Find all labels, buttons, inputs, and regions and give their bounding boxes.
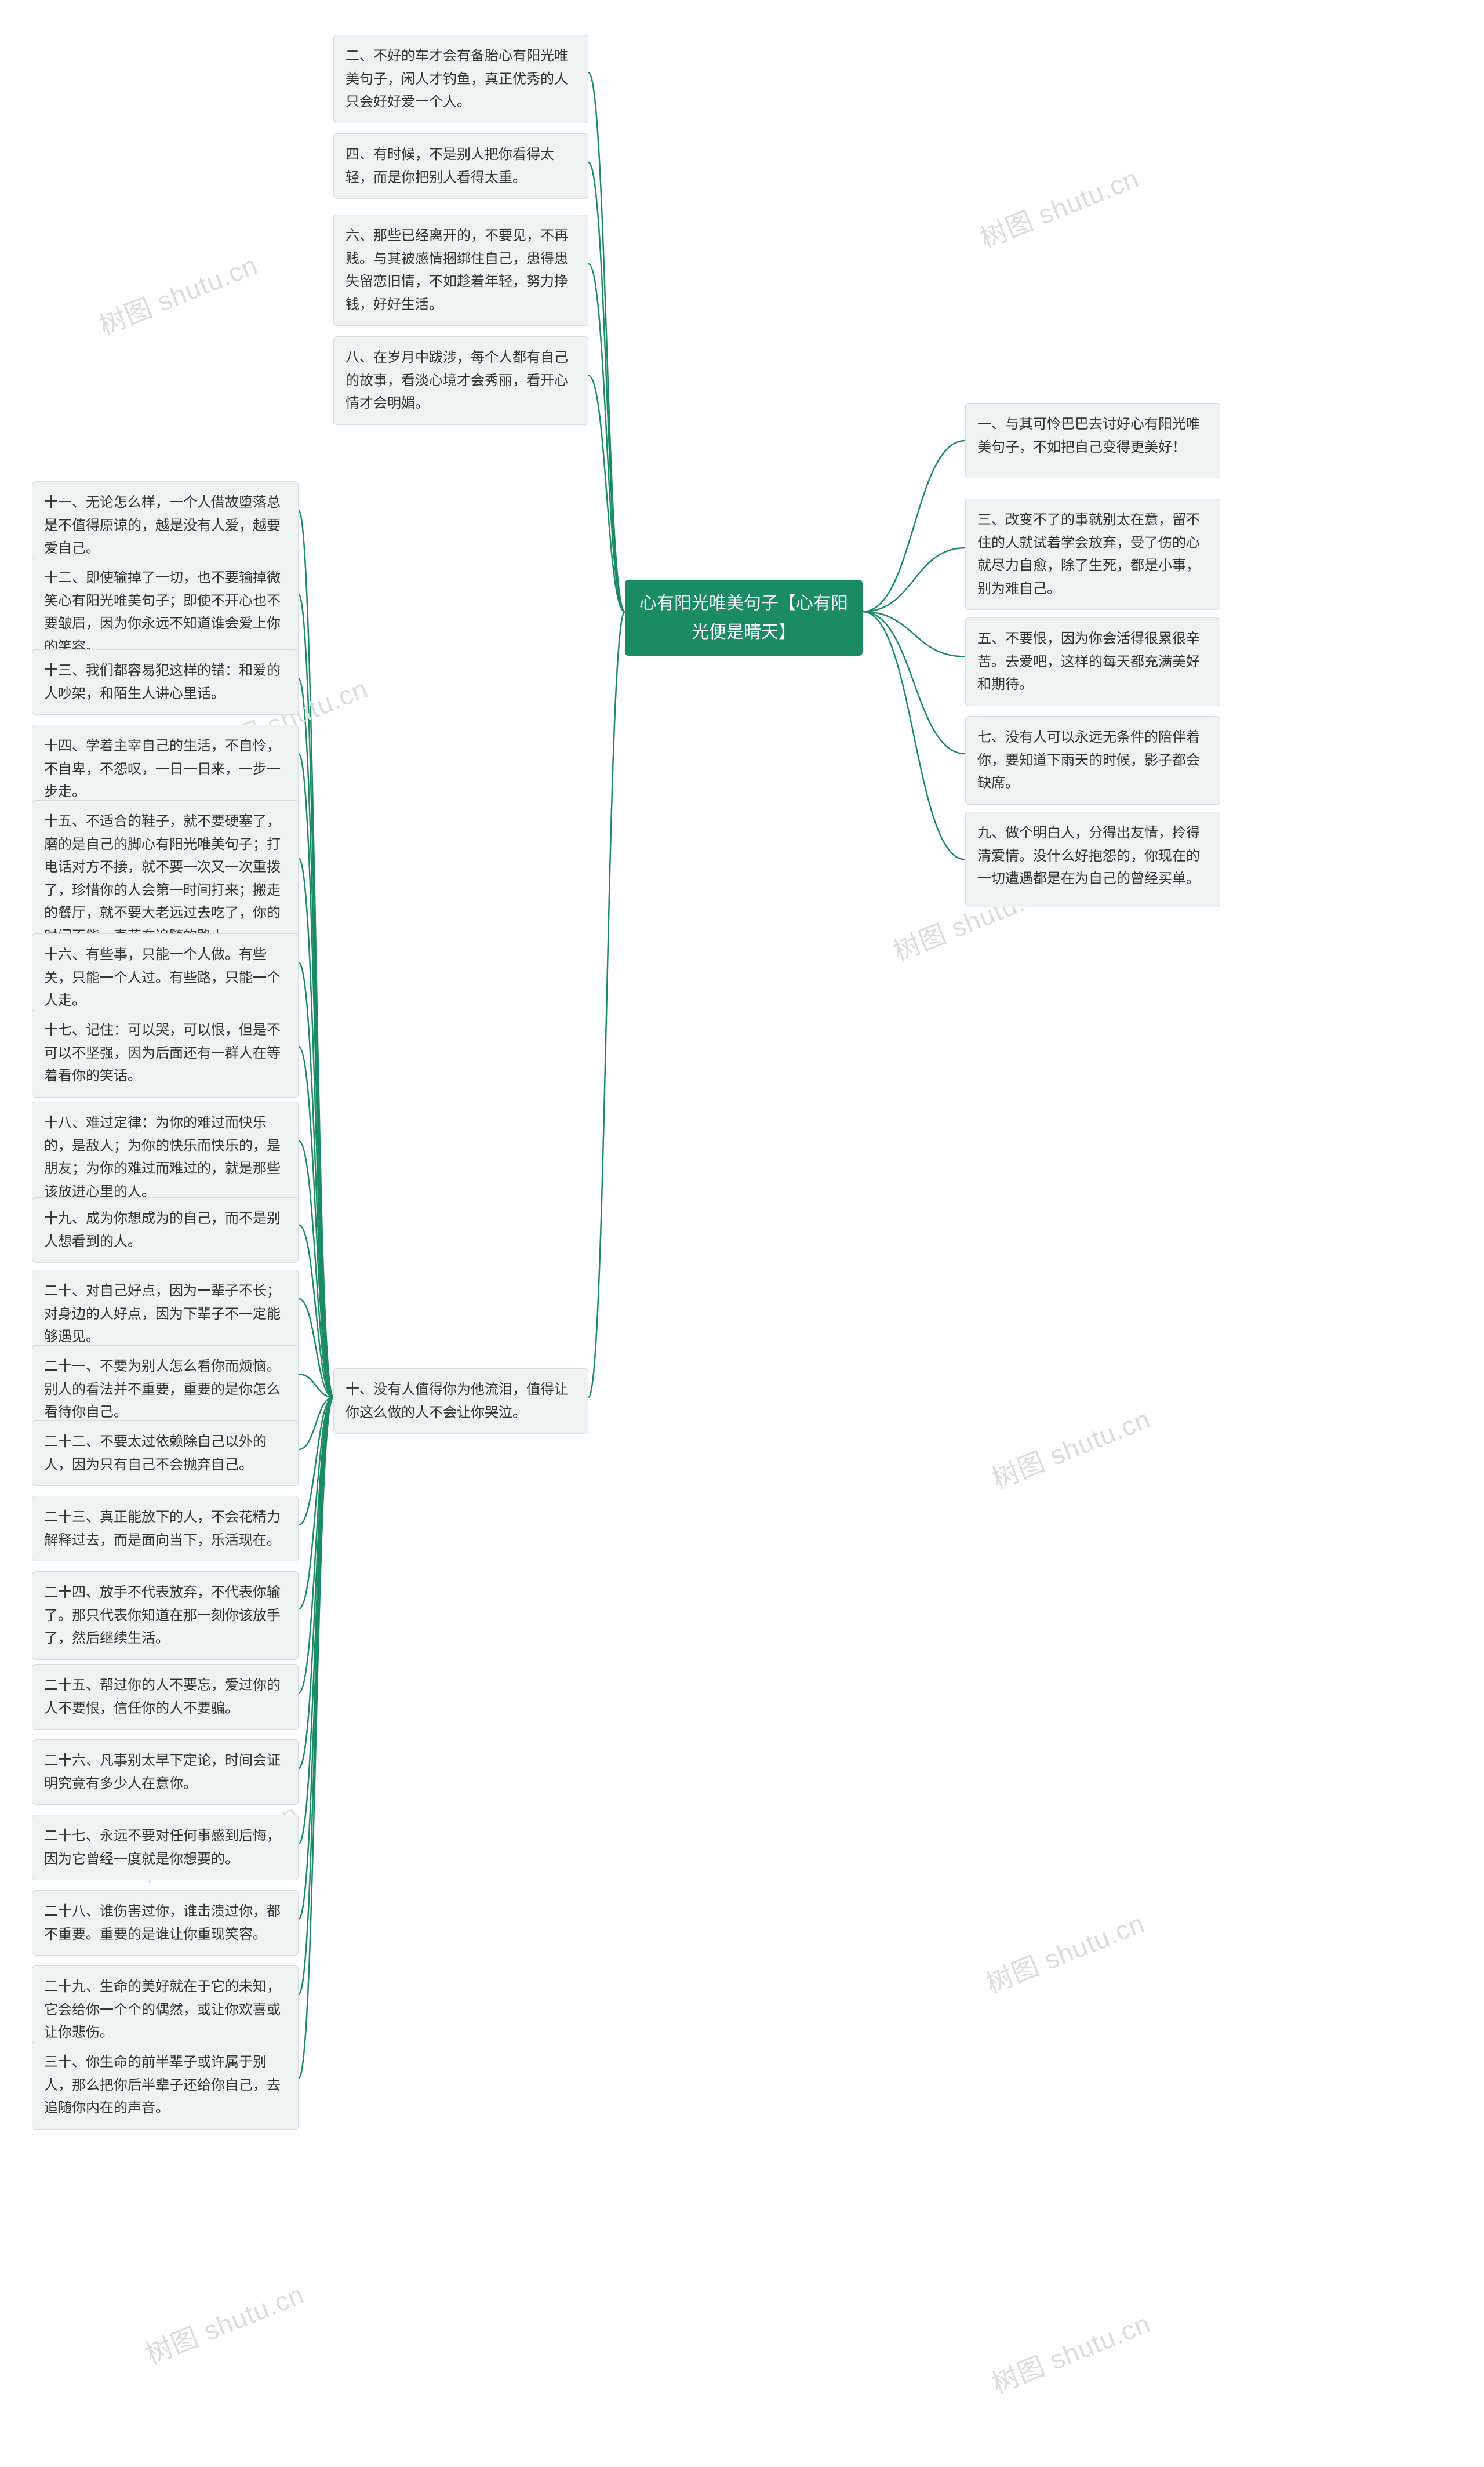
leaf-node[interactable]: 三十、你生命的前半辈子或许属于别人，那么把你后半辈子还给你自己，去追随你内在的声… — [32, 2041, 299, 2130]
leaf-node[interactable]: 二十三、真正能放下的人，不会花精力解释过去，而是面向当下，乐活现在。 — [32, 1496, 299, 1561]
branch-node[interactable]: 七、没有人可以永远无条件的陪伴着你，要知道下雨天的时候，影子都会缺席。 — [965, 716, 1220, 805]
branch-node[interactable]: 六、那些已经离开的，不要见，不再贱。与其被感情捆绑住自己，患得患失留恋旧情，不如… — [333, 215, 588, 326]
leaf-node[interactable]: 十九、成为你想成为的自己，而不是别人想看到的人。 — [32, 1197, 299, 1263]
branch-node[interactable]: 五、不要恨，因为你会活得很累很辛苦。去爱吧，这样的每天都充满美好和期待。 — [965, 617, 1220, 706]
watermark: 树图 shutu.cn — [93, 244, 263, 343]
branch-node[interactable]: 九、做个明白人，分得出友情，拎得清爱情。没什么好抱怨的，你现在的一切遭遇都是在为… — [965, 812, 1220, 907]
mindmap-canvas: 树图 shutu.cn 树图 shutu.cn 树图 shutu.cn 树图 shut… — [0, 0, 1484, 2467]
watermark: 树图 shutu.cn — [139, 2273, 309, 2372]
leaf-node[interactable]: 二十四、放手不代表放弃，不代表你输了。那只代表你知道在那一刻你该放手了，然后继续… — [32, 1571, 299, 1660]
leaf-node[interactable]: 二十二、不要太过依赖除自己以外的人，因为只有自己不会抛弃自己。 — [32, 1420, 299, 1486]
branch-node[interactable]: 八、在岁月中跋涉，每个人都有自己的故事，看淡心境才会秀丽，看开心情才会明媚。 — [333, 336, 588, 425]
branch-node[interactable]: 四、有时候，不是别人把你看得太轻，而是你把别人看得太重。 — [333, 133, 588, 199]
branch-node[interactable]: 一、与其可怜巴巴去讨好心有阳光唯美句子，不如把自己变得更美好！ — [965, 403, 1220, 478]
watermark: 树图 shutu.cn — [985, 1398, 1155, 1496]
watermark: 树图 shutu.cn — [985, 2302, 1155, 2401]
leaf-node[interactable]: 十七、记住：可以哭，可以恨，但是不可以不坚强，因为后面还有一群人在等着看你的笑话… — [32, 1009, 299, 1098]
leaf-node[interactable]: 二十六、凡事别太早下定论，时间会证明究竟有多少人在意你。 — [32, 1739, 299, 1805]
leaf-node[interactable]: 二十八、谁伤害过你，谁击溃过你，都不重要。重要的是谁让你重现笑容。 — [32, 1890, 299, 1956]
root-node[interactable]: 心有阳光唯美句子【心有阳光便是晴天】 — [625, 580, 863, 656]
branch-node[interactable]: 二、不好的车才会有备胎心有阳光唯美句子，闲人才钓鱼，真正优秀的人只会好好爱一个人… — [333, 35, 588, 123]
branch-node[interactable]: 三、改变不了的事就别太在意，留不住的人就试着学会放弃，受了伤的心就尽力自愈，除了… — [965, 499, 1220, 610]
leaf-node[interactable]: 二十七、永远不要对任何事感到后悔，因为它曾经一度就是你想要的。 — [32, 1815, 299, 1880]
leaf-node[interactable]: 十三、我们都容易犯这样的错：和爱的人吵架，和陌生人讲心里话。 — [32, 649, 299, 715]
leaf-node[interactable]: 十八、难过定律：为你的难过而快乐的，是敌人；为你的快乐而快乐的，是朋友；为你的难… — [32, 1102, 299, 1213]
leaf-node[interactable]: 二十五、帮过你的人不要忘，爱过你的人不要恨，信任你的人不要骗。 — [32, 1664, 299, 1730]
watermark: 树图 shutu.cn — [980, 1902, 1150, 2001]
watermark: 树图 shutu.cn — [974, 157, 1144, 256]
branch-node[interactable]: 十、没有人值得你为他流泪，值得让你这么做的人不会让你哭泣。 — [333, 1368, 588, 1434]
